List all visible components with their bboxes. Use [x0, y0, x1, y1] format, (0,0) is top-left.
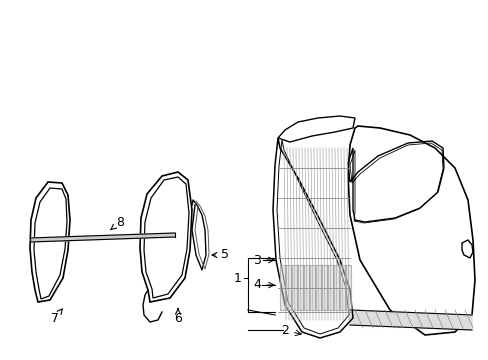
Text: 4: 4 — [253, 279, 261, 292]
Text: 6: 6 — [174, 309, 182, 324]
Polygon shape — [285, 265, 290, 310]
Text: 1: 1 — [234, 271, 242, 284]
Text: 8: 8 — [111, 216, 124, 230]
Polygon shape — [280, 265, 285, 310]
Polygon shape — [333, 265, 338, 310]
Polygon shape — [315, 265, 320, 310]
Polygon shape — [297, 265, 303, 310]
Polygon shape — [309, 265, 314, 310]
Text: 7: 7 — [51, 309, 62, 324]
Text: 3: 3 — [253, 253, 261, 266]
Polygon shape — [321, 265, 326, 310]
Polygon shape — [30, 233, 175, 242]
Polygon shape — [304, 265, 308, 310]
Polygon shape — [339, 265, 345, 310]
Text: 2: 2 — [281, 324, 288, 337]
Polygon shape — [291, 265, 296, 310]
Polygon shape — [349, 310, 471, 330]
Polygon shape — [346, 265, 350, 310]
Polygon shape — [327, 265, 332, 310]
Text: 5: 5 — [212, 248, 228, 261]
